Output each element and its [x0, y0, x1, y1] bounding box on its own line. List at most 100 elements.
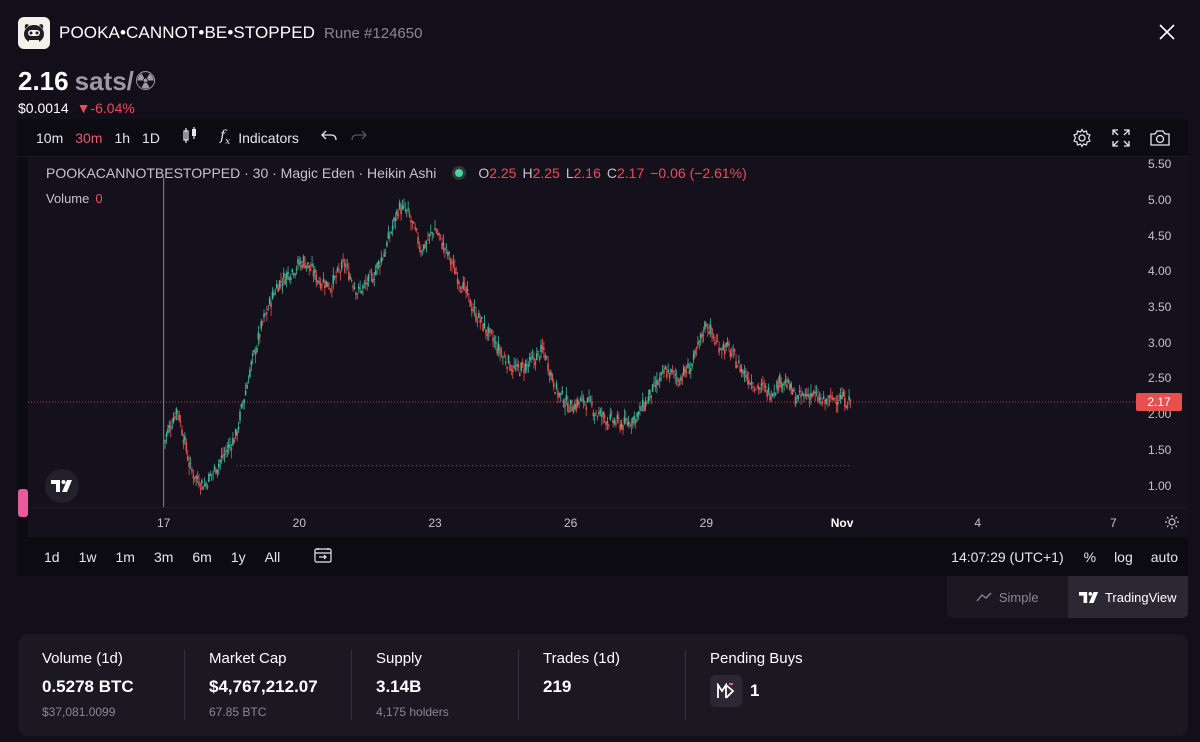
candle-body [323, 285, 326, 289]
time-axis[interactable]: 17 20 23 26 29 Nov 4 7 [28, 507, 1188, 537]
candle-body [429, 232, 432, 234]
candle-body [804, 394, 807, 397]
candle-body [455, 272, 458, 274]
candle-body [274, 293, 277, 295]
range-1d[interactable]: 1d [44, 548, 60, 565]
range-6m[interactable]: 6m [192, 548, 212, 565]
candle-body [822, 396, 825, 399]
candle-body [189, 463, 192, 465]
candle-body [503, 356, 506, 358]
candle-body [242, 403, 244, 405]
interval-30m[interactable]: 30m [75, 129, 103, 146]
candle-body [633, 416, 636, 419]
undo-icon[interactable] [321, 129, 337, 146]
indicators-icon[interactable]: fx [219, 128, 231, 147]
candle-body [257, 332, 260, 340]
settings-gear-icon[interactable] [1071, 127, 1093, 149]
candle-body [193, 477, 196, 480]
range-1w[interactable]: 1w [78, 548, 97, 565]
candle-body [653, 382, 655, 384]
tradingview-logo-icon[interactable] [45, 469, 79, 503]
tradingview-view-button[interactable]: TradingView [1067, 576, 1188, 618]
candle-body [701, 334, 703, 337]
redo-icon[interactable] [351, 129, 367, 146]
candle-body [779, 374, 781, 384]
candle-body [740, 369, 743, 373]
camera-icon[interactable] [1149, 127, 1171, 149]
price-tick-label: 2.50 [1148, 371, 1172, 386]
candle-body [217, 463, 220, 468]
candle-body [435, 230, 438, 233]
range-bar: 1d 1w 1m 3m 6m 1y All 14:07:29 (UTC+1) %… [18, 537, 1188, 576]
auto-toggle[interactable]: auto [1150, 548, 1178, 565]
candle-body [704, 321, 706, 330]
candle-type-icon[interactable] [182, 126, 198, 149]
candle-body [576, 399, 579, 405]
percent-toggle[interactable]: % [1083, 548, 1097, 565]
fullscreen-icon[interactable] [1110, 127, 1132, 149]
candle-body [254, 351, 257, 356]
candle-body [177, 410, 179, 413]
candle-body [718, 347, 720, 353]
candle-body [325, 280, 327, 287]
range-all[interactable]: All [264, 548, 281, 565]
rune-id: Rune #124650 [324, 24, 423, 42]
candle-body [760, 383, 763, 387]
candle-body [729, 350, 732, 358]
interval-1h[interactable]: 1h [114, 129, 131, 146]
range-3m[interactable]: 3m [153, 548, 174, 565]
candle-body [388, 236, 391, 237]
candle-body [690, 368, 692, 372]
simple-view-button[interactable]: Simple [947, 576, 1068, 618]
candle-body [646, 402, 648, 404]
candle-body [762, 382, 764, 385]
candle-body [275, 284, 278, 289]
stat-supply-holders[interactable]: 4,175 holders [376, 705, 449, 719]
candle-body [632, 417, 634, 424]
candle-body [445, 246, 448, 248]
candle-body [270, 303, 272, 308]
chart-svg[interactable] [28, 157, 1136, 507]
candle-body [335, 276, 337, 278]
price-tick-label: 1.50 [1148, 442, 1172, 457]
range-1y[interactable]: 1y [230, 548, 246, 565]
candle-body [620, 423, 623, 428]
candle-body [301, 264, 303, 269]
candle-body [479, 319, 482, 323]
candle-body [373, 279, 376, 280]
candle-body [784, 379, 787, 383]
candle-body [608, 424, 610, 426]
candle-body [557, 390, 559, 398]
candle-body [319, 282, 322, 288]
candle-body [205, 482, 207, 486]
candle-body [396, 210, 398, 215]
candle-body [649, 389, 651, 395]
legend-l-label: L [565, 165, 574, 181]
goto-date-icon[interactable] [314, 547, 332, 566]
utc-time[interactable]: 14:07:29 (UTC+1) [951, 548, 1064, 565]
indicators-button[interactable]: Indicators [238, 129, 299, 146]
candle-body [798, 390, 801, 393]
interval-10m[interactable]: 10m [36, 129, 64, 146]
range-1m[interactable]: 1m [115, 548, 135, 565]
interval-1d[interactable]: 1D [142, 129, 160, 146]
candle-body [678, 383, 681, 386]
sidebar-toggle-handle[interactable] [18, 489, 28, 517]
price-chart[interactable]: POOKACANNOTBESTOPPED · 30 · Magic Eden ·… [28, 157, 1136, 507]
candle-body [249, 369, 251, 377]
pending-buys[interactable]: 1 [710, 675, 853, 707]
candle-body [613, 420, 616, 424]
candle-body [731, 354, 733, 356]
price-axis[interactable]: 5.50 5.00 4.50 4.00 3.50 3.00 2.50 2.00 1.50 1.00… [1136, 157, 1188, 507]
candle-body [674, 373, 677, 376]
stat-volume: Volume (1d) 0.5278 BTC $37,081.0099 [18, 650, 185, 720]
time-axis-settings-icon[interactable] [1164, 514, 1180, 535]
log-toggle[interactable]: log [1114, 548, 1133, 565]
candle-body [550, 371, 552, 376]
candle-body [568, 410, 571, 413]
x-twitter-icon[interactable] [1158, 23, 1176, 41]
candle-body [398, 201, 401, 209]
candle-body [188, 462, 190, 467]
candle-body [837, 401, 839, 405]
time-tick-label: 26 [564, 516, 578, 530]
